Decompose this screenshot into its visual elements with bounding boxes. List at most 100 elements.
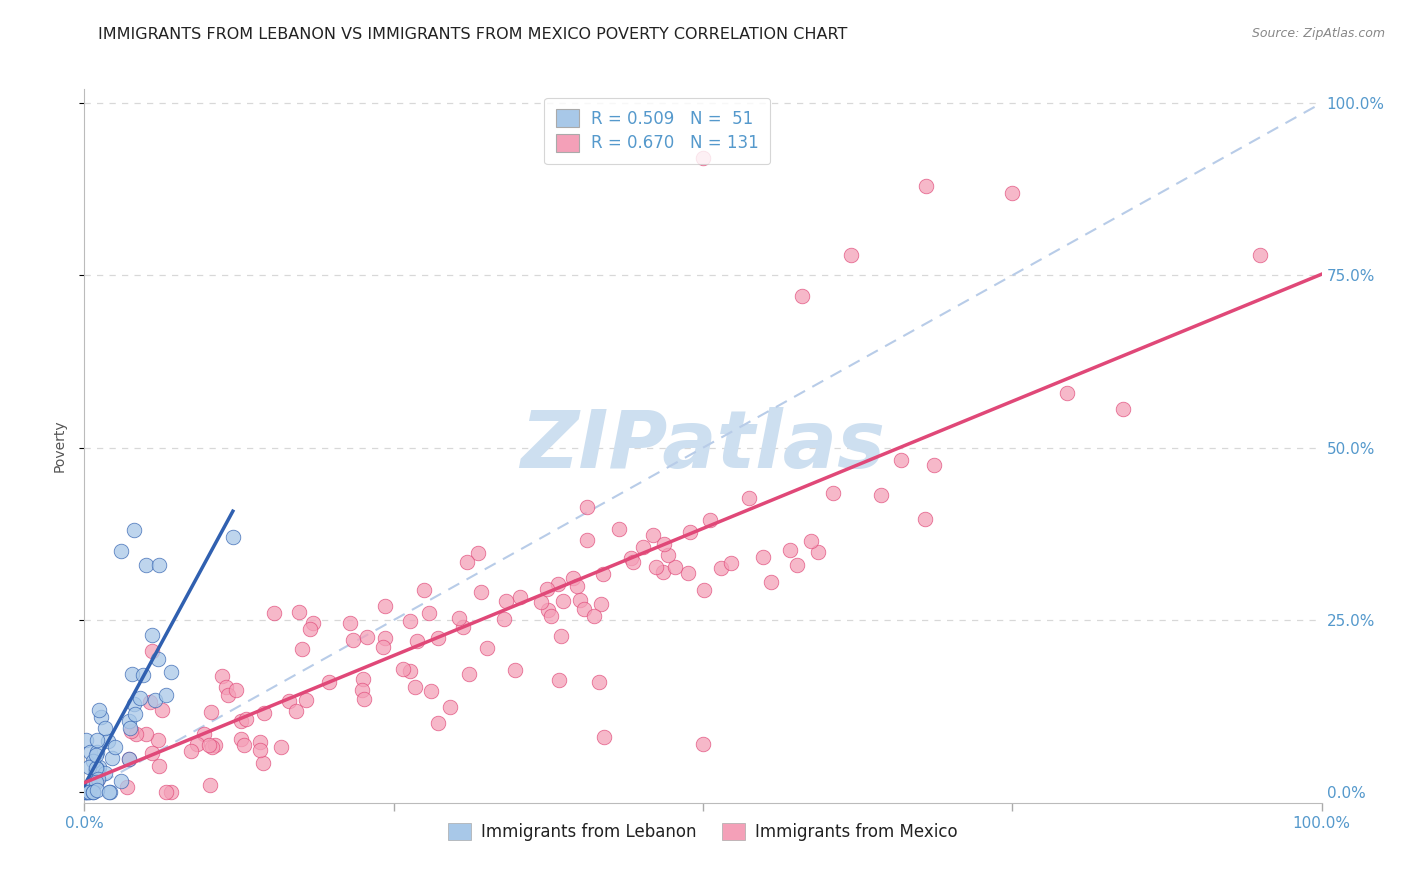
Point	[90, 710, 112, 724]
Point	[645, 559, 668, 574]
Point	[492, 612, 515, 626]
Point	[588, 675, 610, 690]
Point	[699, 513, 721, 527]
Point	[225, 683, 247, 698]
Point	[593, 731, 616, 745]
Point	[914, 178, 936, 193]
Point	[86, 783, 108, 797]
Point	[82, 785, 104, 799]
Point	[399, 614, 422, 628]
Point	[569, 592, 592, 607]
Point	[869, 488, 891, 502]
Text: Source: ZipAtlas.com: Source: ZipAtlas.com	[1251, 27, 1385, 40]
Point	[84, 775, 107, 789]
Point	[373, 640, 395, 654]
Point	[77, 785, 100, 799]
Point	[115, 780, 138, 795]
Point	[759, 575, 782, 590]
Point	[249, 743, 271, 757]
Point	[122, 697, 145, 711]
Point	[155, 688, 177, 702]
Point	[914, 512, 936, 526]
Point	[253, 706, 276, 721]
Point	[82, 754, 104, 768]
Point	[94, 766, 117, 780]
Text: IMMIGRANTS FROM LEBANON VS IMMIGRANTS FROM MEXICO POVERTY CORRELATION CHART: IMMIGRANTS FROM LEBANON VS IMMIGRANTS FR…	[98, 27, 848, 42]
Point	[146, 733, 169, 747]
Point	[186, 737, 208, 751]
Point	[302, 615, 325, 630]
Point	[278, 694, 301, 708]
Point	[135, 558, 157, 572]
Point	[807, 545, 830, 559]
Point	[121, 666, 143, 681]
Point	[76, 785, 98, 799]
Point	[890, 453, 912, 467]
Point	[676, 566, 699, 580]
Point	[295, 693, 318, 707]
Point	[503, 664, 526, 678]
Point	[643, 527, 665, 541]
Y-axis label: Poverty: Poverty	[52, 420, 66, 472]
Point	[215, 680, 238, 694]
Point	[374, 631, 396, 645]
Point	[249, 735, 271, 749]
Point	[609, 522, 631, 536]
Point	[752, 550, 775, 565]
Point	[547, 673, 569, 687]
Point	[110, 773, 132, 788]
Point	[530, 595, 553, 609]
Point	[135, 727, 157, 741]
Point	[118, 752, 141, 766]
Point	[155, 785, 177, 799]
Point	[419, 684, 441, 698]
Point	[148, 759, 170, 773]
Point	[97, 733, 120, 747]
Point	[75, 785, 97, 799]
Point	[392, 662, 415, 676]
Point	[398, 664, 420, 678]
Point	[664, 560, 686, 574]
Point	[821, 486, 844, 500]
Point	[374, 599, 396, 613]
Point	[565, 579, 588, 593]
Point	[75, 733, 97, 747]
Point	[589, 597, 612, 611]
Point	[77, 760, 100, 774]
Point	[299, 622, 322, 636]
Point	[124, 707, 146, 722]
Point	[73, 785, 96, 799]
Point	[211, 669, 233, 683]
Point	[779, 542, 801, 557]
Point	[1112, 402, 1135, 417]
Point	[87, 703, 110, 717]
Point	[141, 644, 163, 658]
Point	[79, 779, 101, 793]
Point	[159, 785, 181, 799]
Point	[204, 739, 226, 753]
Point	[193, 727, 215, 741]
Point	[562, 571, 585, 585]
Point	[353, 691, 375, 706]
Point	[657, 548, 679, 562]
Point	[229, 714, 252, 728]
Point	[405, 633, 427, 648]
Point	[160, 665, 183, 679]
Point	[576, 533, 599, 547]
Point	[922, 458, 945, 472]
Point	[87, 772, 110, 786]
Point	[318, 675, 340, 690]
Point	[231, 731, 253, 746]
Point	[86, 772, 108, 787]
Point	[198, 738, 221, 752]
Point	[693, 582, 716, 597]
Point	[82, 785, 104, 799]
Point	[118, 714, 141, 728]
Point	[790, 289, 813, 303]
Point	[509, 590, 531, 604]
Point	[692, 151, 714, 165]
Point	[582, 608, 605, 623]
Point	[141, 746, 163, 760]
Point	[86, 748, 108, 763]
Point	[575, 500, 598, 514]
